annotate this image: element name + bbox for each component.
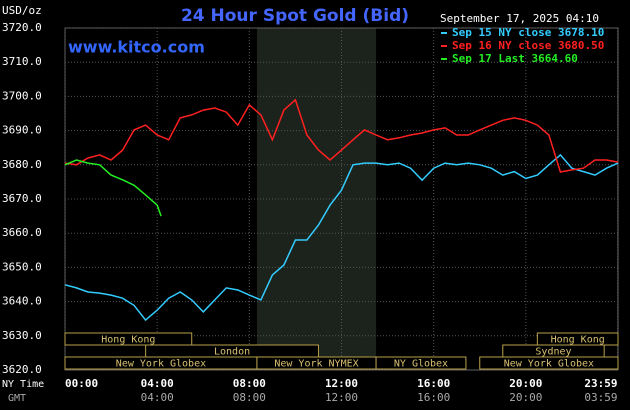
price-line <box>64 159 162 217</box>
y-tick-label: 3700.0 <box>2 89 42 102</box>
session-label: New York Globex <box>116 359 206 370</box>
legend-label: Sep 16 NY close 3680.50 <box>452 39 604 52</box>
session-bar <box>479 356 619 370</box>
y-tick-label: 3670.0 <box>2 192 42 205</box>
session-bar <box>375 356 467 370</box>
session-label: Hong Kong <box>551 335 605 346</box>
legend-label: Sep 17 Last 3664.60 <box>452 52 578 65</box>
session-label: New York NYMEX <box>274 359 358 370</box>
x2-tick-label: 03:59 <box>584 391 617 404</box>
x-tick-label: 04:00 <box>141 377 174 390</box>
y-tick-label: 3650.0 <box>2 260 42 273</box>
x2-tick-label: 08:00 <box>233 391 266 404</box>
y-tick-label: 3630.0 <box>2 329 42 342</box>
x-tick-label: 08:00 <box>233 377 266 390</box>
y-tick-label: 3720.0 <box>2 21 42 34</box>
y-tick-label: 3680.0 <box>2 158 42 171</box>
x2-tick-label: 16:00 <box>417 391 450 404</box>
timestamp: September 17, 2025 04:10 <box>440 12 599 25</box>
y-tick-label: 3620.0 <box>2 363 42 376</box>
y-tick-label: 3640.0 <box>2 295 42 308</box>
legend-label: Sep 15 NY close 3678.10 <box>452 26 604 39</box>
y-tick-label: 3660.0 <box>2 226 42 239</box>
session-label: New York Globex <box>504 359 594 370</box>
x-tick-label: 23:59 <box>584 377 617 390</box>
session-label: London <box>214 347 250 358</box>
x2-tick-label: 12:00 <box>325 391 358 404</box>
session-label: Sydney <box>535 347 571 358</box>
nymex-highlight <box>256 28 377 370</box>
session-label: Hong Kong <box>101 335 155 346</box>
unit-label: USD/oz <box>2 4 42 17</box>
watermark: www.kitco.com <box>68 38 205 57</box>
y-tick-label: 3710.0 <box>2 55 42 68</box>
price-line <box>64 98 619 173</box>
chart-title: 24 Hour Spot Gold (Bid) <box>181 6 409 26</box>
x2-tick-label: 04:00 <box>141 391 174 404</box>
x-tick-label: 20:00 <box>509 377 542 390</box>
x2-tick-label: 20:00 <box>509 391 542 404</box>
x-axis-label: NY Time <box>2 379 44 390</box>
x-tick-label: 12:00 <box>325 377 358 390</box>
y-tick-label: 3690.0 <box>2 124 42 137</box>
session-bar <box>64 332 193 346</box>
x-tick-label: 16:00 <box>417 377 450 390</box>
x-tick-label: 00:00 <box>65 377 98 390</box>
price-line <box>64 153 619 322</box>
x2-axis-label: GMT <box>8 393 26 404</box>
session-label: NY Globex <box>394 359 448 370</box>
